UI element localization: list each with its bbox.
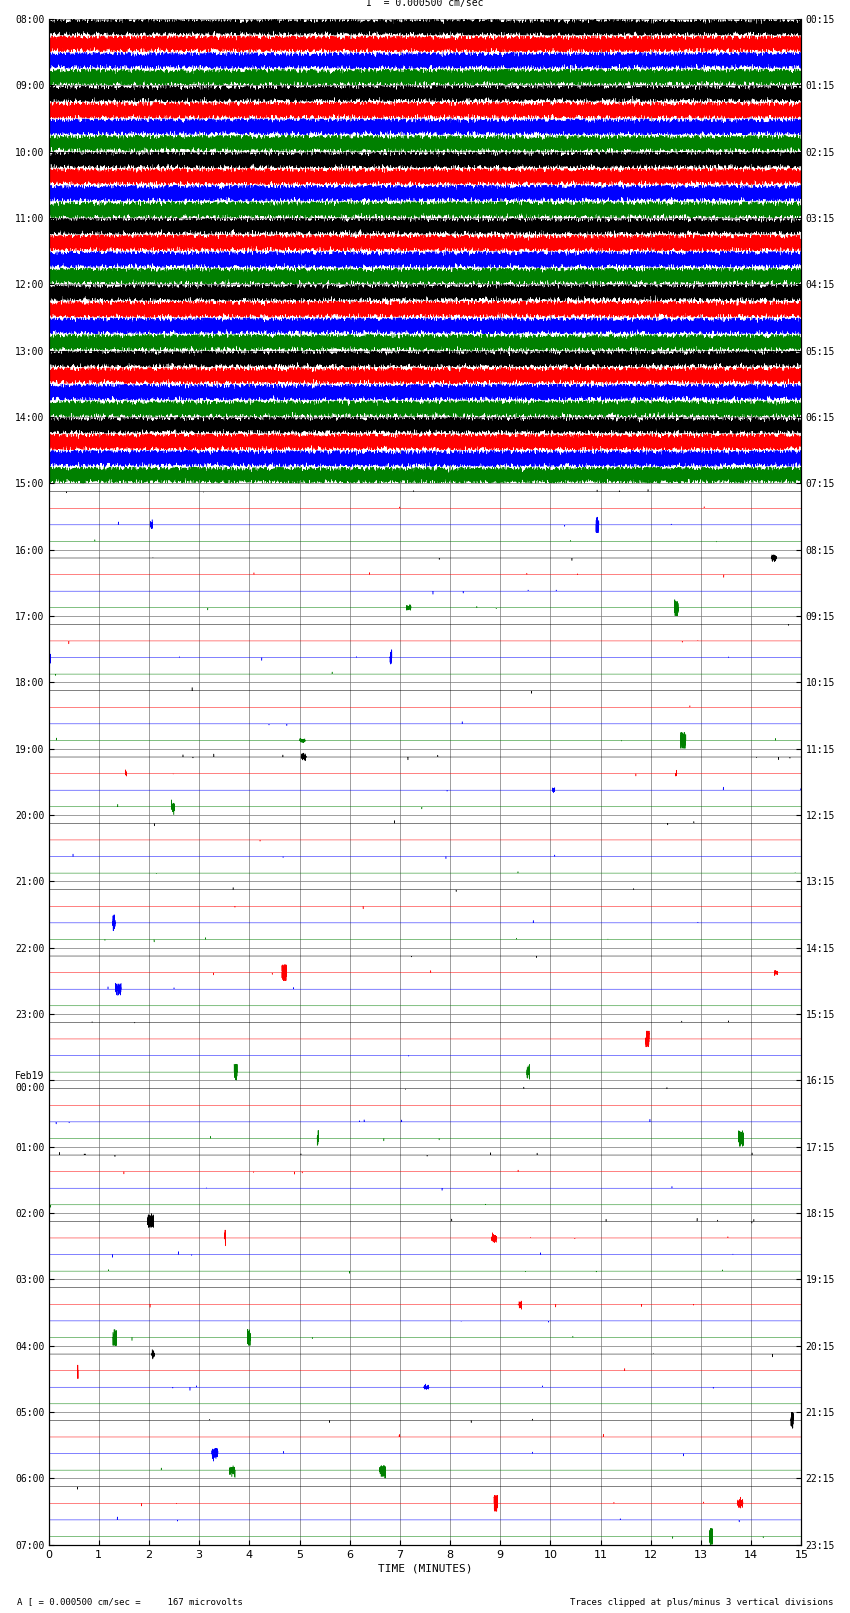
Text: A [ = 0.000500 cm/sec =     167 microvolts: A [ = 0.000500 cm/sec = 167 microvolts: [17, 1597, 243, 1607]
X-axis label: TIME (MINUTES): TIME (MINUTES): [377, 1565, 473, 1574]
Text: I  = 0.000500 cm/sec: I = 0.000500 cm/sec: [366, 0, 484, 8]
Text: Traces clipped at plus/minus 3 vertical divisions: Traces clipped at plus/minus 3 vertical …: [570, 1597, 833, 1607]
